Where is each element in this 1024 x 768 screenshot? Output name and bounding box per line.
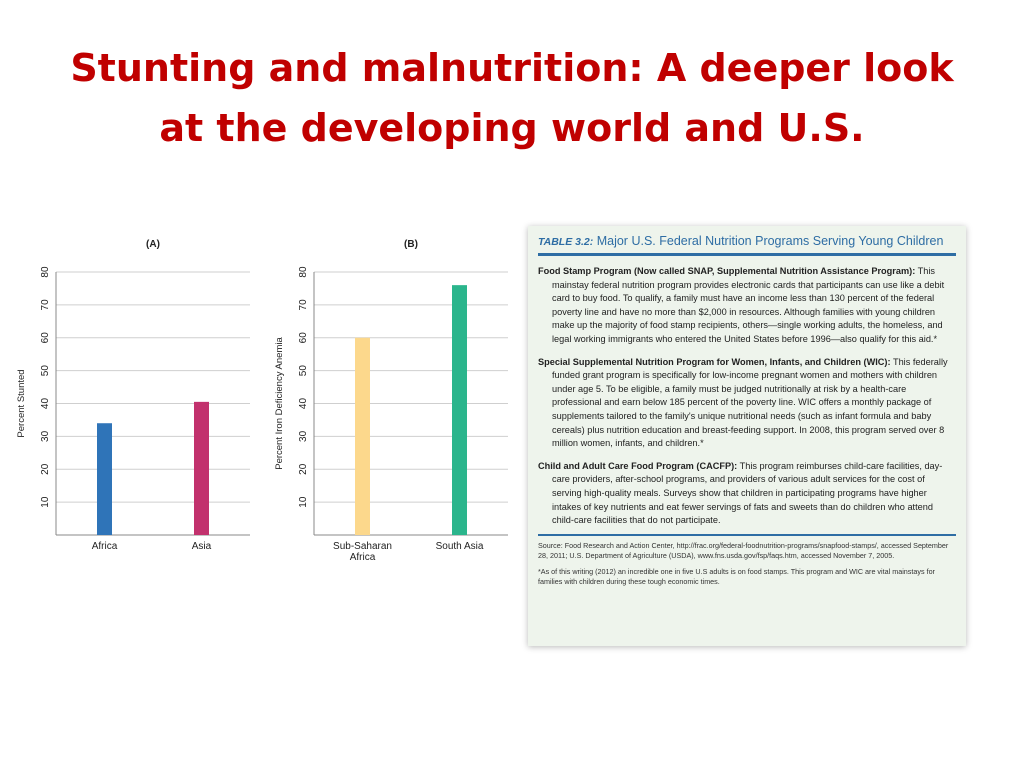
y-tick-label: 50	[298, 365, 309, 377]
table-title: Major U.S. Federal Nutrition Programs Se…	[596, 234, 944, 248]
program-snap: Food Stamp Program (Now called SNAP, Sup…	[538, 265, 956, 347]
slide-title-line-2: at the developing world and U.S.	[159, 106, 865, 150]
panel-label: (B)	[404, 239, 418, 250]
y-tick-label: 80	[40, 266, 51, 278]
y-tick-label: 40	[40, 398, 51, 410]
panel-label: (A)	[146, 239, 160, 250]
x-tick-label: Africa	[92, 541, 118, 552]
y-tick-label: 80	[298, 266, 309, 278]
slide-title-line-1: Stunting and malnutrition: A deeper look	[70, 46, 954, 90]
bar-south-asia	[452, 285, 467, 535]
y-tick-label: 70	[298, 299, 309, 311]
y-tick-label: 20	[298, 463, 309, 475]
y-tick-label: 70	[40, 299, 51, 311]
x-tick-label: Sub-Saharan Africa	[333, 541, 392, 563]
program-description: This program reimburses child-care facil…	[552, 460, 943, 526]
program-description: This federally funded grant program is s…	[552, 356, 948, 449]
table-source: Source: Food Research and Action Center,…	[538, 540, 949, 561]
slide-title: Stunting and malnutrition: A deeper look…	[40, 38, 984, 158]
program-name: Food Stamp Program (Now called SNAP, Sup…	[538, 266, 916, 276]
y-tick-label: 10	[40, 496, 51, 508]
y-tick-label: 60	[298, 332, 309, 344]
table-bottom-rule	[538, 533, 956, 536]
x-tick-label: Asia	[192, 541, 212, 552]
program-name: Special Supplemental Nutrition Program f…	[538, 356, 891, 367]
nutrition-programs-table: TABLE 3.2: Major U.S. Federal Nutrition …	[528, 226, 966, 646]
bar-africa	[97, 423, 112, 535]
table-number: TABLE 3.2:	[538, 236, 594, 248]
y-tick-label: 60	[40, 332, 51, 344]
chart-a-stunting: (A) 10 20 30 40 50 60 70 80 Percent Stunted Africa…	[16, 239, 250, 552]
y-tick-label: 20	[40, 463, 51, 475]
program-wic: Special Supplemental Nutrition Program f…	[538, 356, 956, 451]
table-heading: TABLE 3.2: Major U.S. Federal Nutrition …	[538, 234, 956, 248]
chart-b-anemia: (B) 10 20 30 40 50 60 70 80 Percent Iron Deficien…	[274, 239, 508, 563]
program-name: Child and Adult Care Food Program (CACFP…	[538, 460, 738, 471]
table-top-rule	[538, 253, 956, 256]
y-tick-label: 40	[298, 398, 309, 410]
y-tick-label: 30	[298, 430, 309, 442]
bar-sub-saharan-africa	[355, 337, 370, 535]
y-tick-label: 50	[40, 365, 51, 377]
y-axis-label: Percent Stunted	[16, 369, 27, 437]
table-footnote: *As of this writing (2012) an incredible…	[538, 566, 935, 587]
x-tick-label: South Asia	[436, 541, 484, 552]
y-axis-label: Percent Iron Deficiency Anemia	[274, 337, 285, 470]
y-tick-label: 30	[40, 430, 51, 442]
program-description: This mainstay federal nutrition program …	[552, 266, 945, 344]
bar-asia	[194, 401, 209, 535]
y-tick-label: 10	[298, 496, 309, 508]
program-cacfp: Child and Adult Care Food Program (CACFP…	[538, 460, 956, 528]
